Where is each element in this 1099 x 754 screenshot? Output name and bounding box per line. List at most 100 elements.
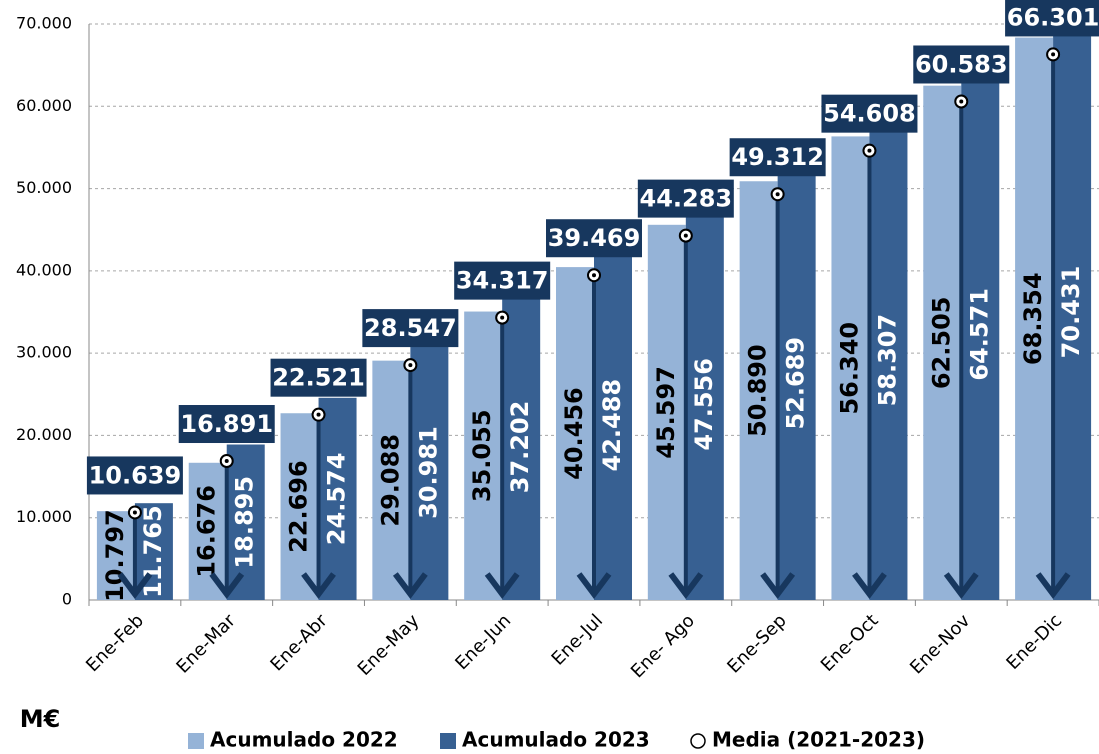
bar-value-label: 22.696 <box>285 460 313 553</box>
bar <box>318 397 357 600</box>
bar <box>961 68 1000 600</box>
arrow-head <box>301 572 336 599</box>
bar-value-label: 68.354 <box>1019 272 1047 365</box>
bar-value-label: 29.088 <box>376 434 404 527</box>
x-tick-label: Ene-May <box>354 610 424 680</box>
x-tick-label: Ene-Mar <box>172 610 240 678</box>
media-marker-dot <box>959 99 964 104</box>
arrow-head <box>117 572 153 599</box>
x-tick-label: Ene-Sep <box>723 610 790 677</box>
media-label-box <box>454 261 551 300</box>
media-value-label: 39.469 <box>548 224 641 252</box>
legend-swatch <box>188 733 204 749</box>
y-tick-label: 70.000 <box>16 14 72 33</box>
bar <box>923 85 962 600</box>
bar-value-label: 24.574 <box>323 453 351 546</box>
media-label-box <box>1005 0 1099 37</box>
media-value-label: 54.608 <box>823 100 916 128</box>
legend-label: Acumulado 2023 <box>462 728 650 752</box>
bar-value-label: 47.556 <box>690 358 718 451</box>
bar-value-label: 52.689 <box>782 337 810 430</box>
media-value-label: 34.317 <box>456 267 549 295</box>
media-value-label: 66.301 <box>1007 3 1099 31</box>
x-tick-label: Ene-Dic <box>1002 610 1066 674</box>
legend-swatch <box>440 733 456 749</box>
media-label-box <box>637 179 734 218</box>
media-marker-dot <box>592 273 596 278</box>
bar <box>1015 37 1054 600</box>
legend-label: Media (2021-2023) <box>712 728 925 752</box>
bar <box>777 166 816 600</box>
bar-value-label: 35.055 <box>468 409 496 502</box>
bar-value-label: 42.488 <box>598 379 626 472</box>
arrow-head <box>576 572 612 599</box>
x-tick-label: Ene-Jun <box>451 610 515 674</box>
media-value-label: 22.521 <box>272 364 365 392</box>
x-tick-label: Ene-Jul <box>548 610 607 669</box>
x-tick-label: Ene-Nov <box>906 610 974 678</box>
bar <box>280 413 319 600</box>
y-axis-label: M€ <box>20 705 61 733</box>
bar-value-label: 70.431 <box>1057 266 1085 359</box>
y-tick-label: 60.000 <box>16 96 72 115</box>
arrow-head <box>1035 572 1071 599</box>
bar <box>226 444 265 600</box>
x-tick-label: Ene- Ago <box>627 610 699 682</box>
media-label-box <box>729 138 826 177</box>
bar <box>594 250 632 600</box>
y-tick-label: 10.000 <box>16 507 72 526</box>
media-value-label: 44.283 <box>640 185 733 213</box>
bar <box>869 120 908 601</box>
legend-marker <box>690 733 706 749</box>
arrow-head <box>209 572 245 599</box>
media-marker-dot <box>867 148 872 153</box>
media-marker-dot <box>1051 52 1056 57</box>
x-tick-label: Ene-Oct <box>817 610 883 676</box>
bar-value-label: 30.981 <box>414 426 442 519</box>
y-tick-label: 30.000 <box>16 343 72 362</box>
arrow-head <box>668 572 704 599</box>
bar-value-label: 62.505 <box>927 297 955 390</box>
bar-value-label: 64.571 <box>965 288 993 381</box>
arrow-head <box>852 572 887 599</box>
bar-value-label: 10.797 <box>101 509 129 602</box>
media-label-box <box>362 309 459 348</box>
media-marker-dot <box>775 192 780 197</box>
media-value-label: 10.639 <box>89 461 182 489</box>
bar <box>410 345 449 600</box>
media-value-label: 28.547 <box>364 314 457 342</box>
bar <box>188 462 227 600</box>
media-label-box <box>913 45 1010 84</box>
media-label-box <box>546 219 642 258</box>
y-tick-label: 0 <box>62 590 72 609</box>
media-label-box <box>86 456 183 495</box>
arrow-head <box>484 572 520 599</box>
y-tick-label: 50.000 <box>16 178 72 197</box>
media-value-label: 49.312 <box>731 143 824 171</box>
media-label-box <box>821 94 918 133</box>
bar-value-label: 56.340 <box>835 322 863 415</box>
media-value-label: 16.891 <box>180 410 273 438</box>
arrow-head <box>760 572 796 599</box>
legend-label: Acumulado 2022 <box>210 728 398 752</box>
bar-value-label: 37.202 <box>506 401 534 494</box>
media-label-box <box>178 405 275 444</box>
media-value-label: 60.583 <box>915 50 1008 78</box>
bar-value-label: 45.597 <box>652 366 680 459</box>
arrow-head <box>943 572 979 599</box>
bar <box>831 136 870 600</box>
bar <box>739 181 778 601</box>
bar <box>464 311 503 600</box>
media-marker-dot <box>316 412 321 417</box>
bar <box>372 360 411 600</box>
x-tick-label: Ene-Abr <box>266 610 332 676</box>
media-label-box <box>270 358 367 397</box>
bar <box>647 224 686 601</box>
bar-value-label: 40.456 <box>560 387 588 480</box>
bar-value-label: 58.307 <box>873 314 901 407</box>
media-marker-dot <box>132 510 137 515</box>
bar <box>556 267 594 600</box>
y-tick-label: 40.000 <box>16 260 72 279</box>
arrow-head <box>392 572 428 599</box>
